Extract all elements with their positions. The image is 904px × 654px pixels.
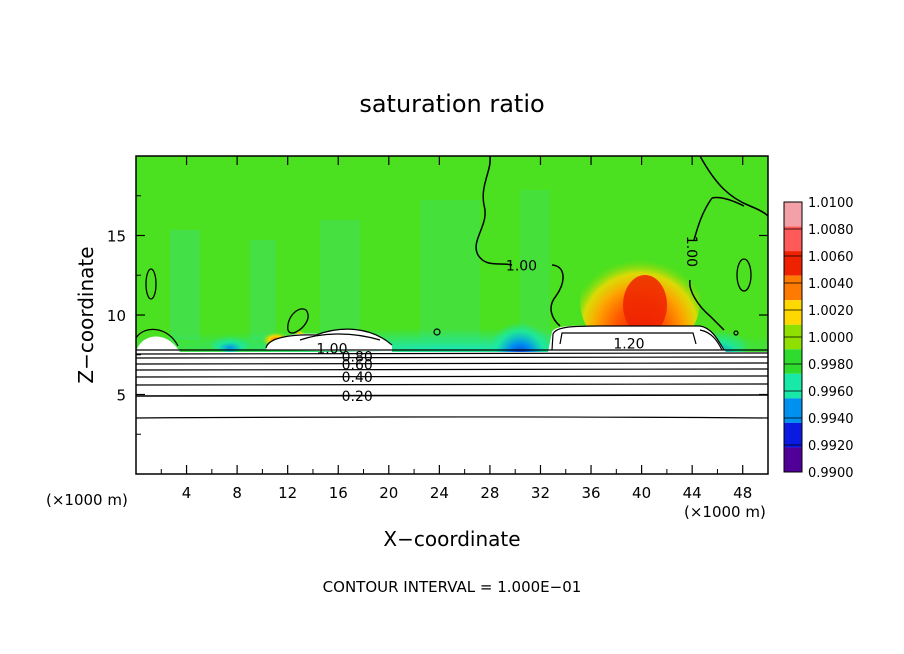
- contour-line: [135, 352, 769, 355]
- colorbar-label: 1.0080: [808, 223, 854, 238]
- colorbar-label: 0.9940: [808, 412, 854, 427]
- contour-labels: 1.00 1.001.201.000.800.600.400.20: [316, 236, 699, 405]
- contour-line: [135, 375, 769, 378]
- field-streak: [420, 200, 480, 340]
- x-tick-label: 44: [683, 484, 702, 502]
- contour-line: [135, 356, 769, 359]
- contour-line: [699, 329, 723, 351]
- x-ticks: 4 8 12 16 20 24 28 32 36 40 44 48: [160, 156, 752, 502]
- colorbar-label: 1.0040: [808, 277, 854, 292]
- contour-label: 0.20: [342, 389, 373, 405]
- contour-line: [145, 268, 157, 300]
- dry-patch: [210, 332, 250, 352]
- contour-label: 1.00: [506, 259, 537, 275]
- x-axis-label: X−coordinate: [383, 527, 520, 551]
- contour-line: [551, 325, 725, 351]
- x-tick-label: 36: [581, 484, 600, 502]
- colorbar-segment: [784, 202, 802, 227]
- y-axis-label: Z−coordinate: [74, 246, 98, 383]
- contour-label: 1.20: [613, 337, 644, 353]
- colorbar-label: 0.9960: [808, 385, 854, 400]
- colorbar-segment: [784, 422, 802, 448]
- colorbar-segment: [784, 349, 802, 374]
- x-tick-label: 16: [329, 484, 348, 502]
- contour-label: 1.00: [316, 341, 347, 357]
- colorbar-label: 1.0060: [808, 250, 854, 265]
- contour-line: [299, 333, 381, 341]
- x-unit-right: (×1000 m): [684, 503, 766, 521]
- contour-line: [135, 383, 769, 386]
- colorbar-segment: [784, 398, 802, 423]
- contour-line: [559, 332, 697, 345]
- contour-line: [475, 155, 564, 327]
- contour-line: [736, 258, 752, 292]
- y-tick-label: 15: [107, 228, 126, 246]
- contour-line: [733, 330, 739, 336]
- x-tick-label: 4: [182, 484, 192, 502]
- contour-label: 0.40: [342, 370, 373, 386]
- x-tick-label: 8: [232, 484, 242, 502]
- contour-line: [433, 328, 441, 336]
- y-tick-label: 5: [116, 387, 126, 405]
- contour-line: [135, 416, 769, 419]
- field-layer: [136, 156, 768, 474]
- colorbar-segment: [784, 447, 802, 472]
- contour-layer: [135, 155, 769, 419]
- cloud-top: [548, 325, 726, 352]
- x-tick-label: 28: [480, 484, 499, 502]
- y-ticks: 5 10 15: [107, 195, 768, 435]
- colorbar-label: 0.9980: [808, 358, 854, 373]
- moist-plume-core: [623, 275, 667, 335]
- colorbar-segment: [784, 226, 802, 252]
- colorbar-segment: [784, 251, 802, 276]
- colorbar-segment: [784, 300, 802, 325]
- contour-line: [135, 362, 769, 365]
- chart-title: saturation ratio: [359, 90, 544, 118]
- x-tick-label: 24: [430, 484, 449, 502]
- cloud-top: [136, 336, 180, 352]
- contour-line: [689, 197, 725, 331]
- x-tick-label: 20: [379, 484, 398, 502]
- contour-line: [135, 328, 179, 347]
- contour-label: 0.60: [342, 357, 373, 373]
- colorbar-label: 1.0000: [808, 331, 854, 346]
- contour-line: [711, 196, 745, 207]
- x-tick-label: 32: [531, 484, 550, 502]
- contour-line: [265, 328, 393, 349]
- x-tick-label: 48: [733, 484, 752, 502]
- colorbar-label: 0.9920: [808, 439, 854, 454]
- contour-line: [699, 155, 769, 217]
- contour-line: [135, 394, 769, 397]
- contour-line: [135, 368, 769, 371]
- contour-interval-footer: CONTOUR INTERVAL = 1.000E−01: [323, 578, 582, 596]
- saturated-region: [136, 352, 768, 474]
- x-tick-label: 40: [632, 484, 651, 502]
- colorbar: 1.0100 1.0080 1.0060 1.0040 1.0020 1.0000 0.99…: [783, 196, 854, 481]
- y-tick-label: 10: [107, 307, 126, 325]
- colorbar-label: 0.9900: [808, 466, 854, 481]
- colorbar-label: 1.0100: [808, 196, 854, 211]
- contour-label: 1.00: [683, 236, 699, 267]
- contour-label: 0.80: [342, 349, 373, 365]
- x-unit-left: (×1000 m): [46, 491, 128, 509]
- colorbar-segment: [784, 275, 802, 301]
- colorbar-label: 1.0020: [808, 304, 854, 319]
- x-tick-label: 12: [278, 484, 297, 502]
- colorbar-segment: [784, 373, 802, 399]
- contour-line: [287, 308, 309, 334]
